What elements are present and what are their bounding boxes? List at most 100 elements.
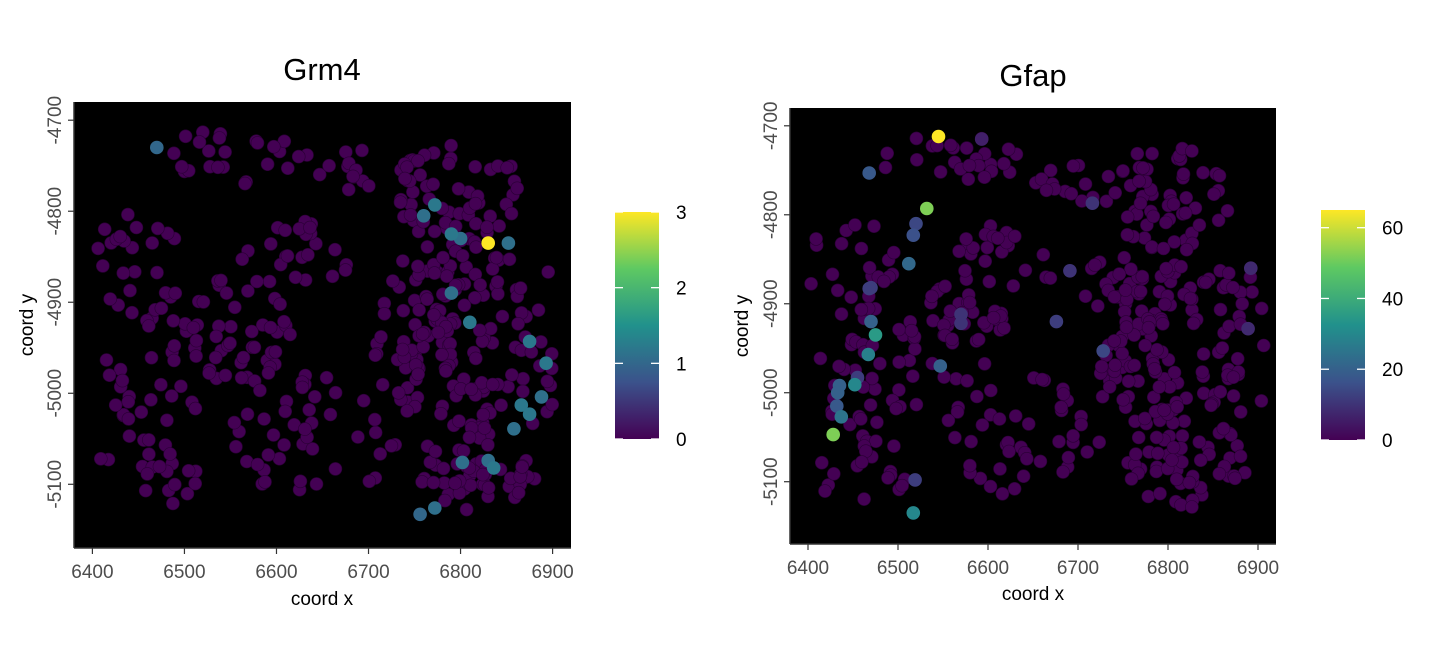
data-point <box>166 496 180 511</box>
points-layer <box>804 129 1271 520</box>
data-point <box>263 320 278 335</box>
data-point <box>266 428 281 442</box>
data-point <box>500 161 515 175</box>
data-point <box>857 492 871 506</box>
data-point <box>1222 266 1236 281</box>
data-point <box>1116 392 1130 407</box>
data-point <box>142 319 156 333</box>
data-point <box>373 447 388 461</box>
data-point <box>1130 146 1145 161</box>
data-point <box>490 275 505 289</box>
data-point <box>925 289 939 304</box>
data-point <box>94 451 108 466</box>
data-point <box>826 466 841 481</box>
data-point <box>97 222 112 237</box>
data-point <box>902 256 916 271</box>
data-point <box>1061 450 1076 465</box>
data-point <box>367 412 382 427</box>
data-point <box>467 290 482 305</box>
data-point <box>1141 489 1156 504</box>
data-point <box>128 264 142 279</box>
y-tick-label: -4800 <box>45 187 66 236</box>
data-point <box>1119 320 1134 335</box>
data-point <box>301 248 315 262</box>
data-point <box>977 170 992 184</box>
data-point <box>436 461 451 476</box>
data-point <box>138 483 153 498</box>
data-point <box>473 278 488 292</box>
data-point <box>250 274 264 289</box>
data-point <box>452 414 466 428</box>
data-point <box>1018 263 1033 278</box>
data-point <box>1241 321 1255 336</box>
data-point <box>309 477 324 491</box>
data-point <box>1102 380 1117 394</box>
data-point <box>298 422 312 436</box>
data-point <box>983 479 998 494</box>
data-point <box>377 306 392 321</box>
data-point <box>229 439 243 454</box>
data-point <box>1021 417 1036 431</box>
data-point <box>1049 314 1064 329</box>
data-point <box>1146 209 1161 224</box>
data-point <box>495 309 510 324</box>
data-point <box>168 286 183 301</box>
data-point <box>291 149 306 164</box>
data-point <box>1245 285 1259 299</box>
data-point <box>494 398 508 413</box>
data-point <box>1179 242 1194 257</box>
data-point <box>266 139 281 154</box>
data-point <box>1185 500 1199 514</box>
data-point <box>909 131 924 146</box>
data-point <box>830 385 845 400</box>
data-point <box>1120 210 1135 224</box>
data-point <box>848 377 862 392</box>
data-point <box>218 368 233 383</box>
y-ticks: -4700 -4800 -4900 -5000 -5100 <box>761 101 790 506</box>
data-point <box>181 463 196 478</box>
data-point <box>415 475 429 489</box>
data-point <box>1226 389 1241 403</box>
data-point <box>1195 365 1210 379</box>
data-point <box>428 198 442 212</box>
data-point <box>1183 291 1198 306</box>
data-point <box>455 249 470 263</box>
data-point <box>211 160 225 175</box>
data-point <box>411 154 425 168</box>
data-point <box>319 370 334 385</box>
data-point <box>873 356 887 371</box>
data-point <box>439 364 453 378</box>
data-point <box>91 241 105 256</box>
data-point <box>240 407 255 422</box>
data-point <box>260 157 275 171</box>
data-point <box>1054 400 1068 415</box>
data-point <box>448 476 462 490</box>
data-point <box>1088 258 1102 272</box>
data-point <box>346 169 360 184</box>
data-point <box>250 136 265 150</box>
data-point <box>142 447 156 462</box>
data-point <box>277 438 291 452</box>
data-point <box>978 254 993 269</box>
colorbar-gradient <box>1321 210 1365 440</box>
data-point <box>1145 240 1159 254</box>
data-point <box>462 430 477 445</box>
data-point <box>1066 159 1081 173</box>
data-point <box>368 348 383 363</box>
x-tick-label: 6500 <box>163 562 205 583</box>
data-point <box>435 347 449 362</box>
data-point <box>1115 346 1129 361</box>
data-point <box>1198 275 1213 290</box>
data-point <box>1141 320 1156 335</box>
data-point <box>1135 269 1150 284</box>
data-point <box>832 359 846 374</box>
colorbar-tick-label: 40 <box>1382 289 1403 310</box>
data-point <box>263 237 278 251</box>
data-point <box>941 413 956 428</box>
data-point <box>908 342 922 356</box>
x-tick-label: 6600 <box>967 558 1009 579</box>
data-point <box>305 442 320 456</box>
data-point <box>368 425 383 440</box>
data-point <box>480 220 494 234</box>
data-point <box>1222 319 1236 334</box>
